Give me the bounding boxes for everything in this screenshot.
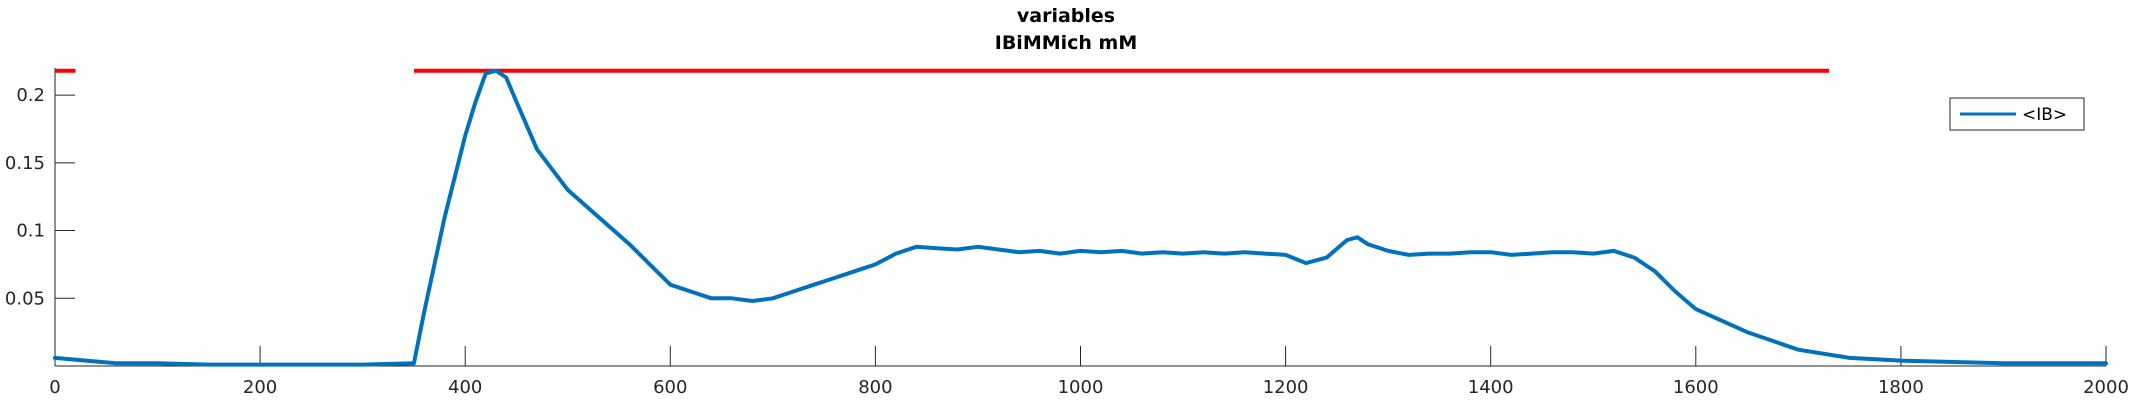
axes: 0 200 400 600 800 1000 1200 1400 1600 1800 2000 0.0… [5,68,2129,398]
x-tick-label: 1800 [1878,377,1924,398]
y-tick-label: 0.15 [5,153,45,174]
chart-title: variables [1017,5,1115,27]
x-tick-label: 200 [243,377,277,398]
y-tick-label: 0.1 [16,221,45,242]
x-tick-label: 1600 [1673,377,1719,398]
y-tick-label: 0.2 [16,85,45,106]
chart-subtitle: IBiMMich mM [995,32,1138,54]
x-tick-label: 1000 [1058,377,1104,398]
x-tick-label: 2000 [2083,377,2129,398]
series-line [53,68,2108,367]
legend-label: <IB> [2022,105,2067,125]
x-tick-label: 800 [858,377,892,398]
x-tick-label: 400 [448,377,482,398]
series-lines [53,68,2108,367]
x-tick-label: 1200 [1263,377,1309,398]
x-tick-label: 0 [49,377,60,398]
x-tick-label: 600 [653,377,687,398]
legend: <IB> [1949,97,2085,131]
x-tick-label: 1400 [1468,377,1514,398]
y-tick-label: 0.05 [5,288,45,309]
